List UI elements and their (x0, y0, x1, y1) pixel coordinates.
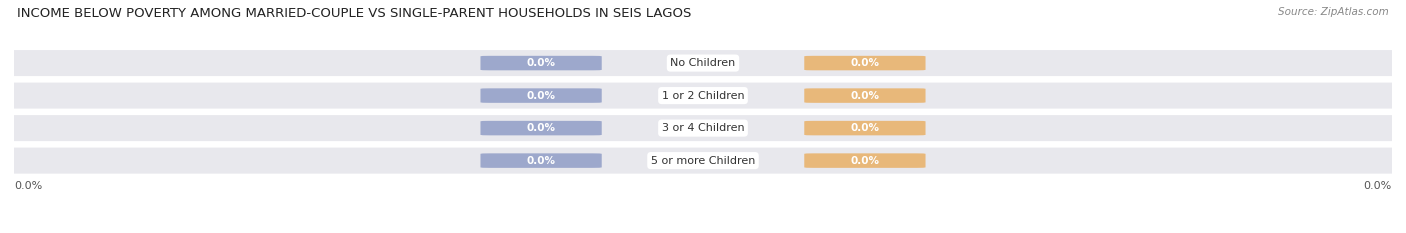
Text: 0.0%: 0.0% (1364, 181, 1392, 191)
FancyBboxPatch shape (804, 56, 925, 70)
FancyBboxPatch shape (804, 121, 925, 135)
FancyBboxPatch shape (7, 115, 1399, 141)
FancyBboxPatch shape (804, 88, 925, 103)
FancyBboxPatch shape (481, 121, 602, 135)
Text: 3 or 4 Children: 3 or 4 Children (662, 123, 744, 133)
FancyBboxPatch shape (481, 153, 602, 168)
FancyBboxPatch shape (7, 50, 1399, 76)
Text: 0.0%: 0.0% (851, 123, 879, 133)
FancyBboxPatch shape (481, 56, 602, 70)
FancyBboxPatch shape (481, 88, 602, 103)
Text: 5 or more Children: 5 or more Children (651, 156, 755, 166)
Text: 0.0%: 0.0% (851, 58, 879, 68)
Text: 0.0%: 0.0% (527, 156, 555, 166)
Text: 0.0%: 0.0% (527, 91, 555, 101)
Text: 0.0%: 0.0% (527, 58, 555, 68)
FancyBboxPatch shape (804, 153, 925, 168)
Text: 0.0%: 0.0% (851, 91, 879, 101)
Text: Source: ZipAtlas.com: Source: ZipAtlas.com (1278, 7, 1389, 17)
FancyBboxPatch shape (7, 147, 1399, 174)
Text: 0.0%: 0.0% (527, 123, 555, 133)
Text: 0.0%: 0.0% (14, 181, 42, 191)
FancyBboxPatch shape (7, 82, 1399, 109)
Text: 0.0%: 0.0% (851, 156, 879, 166)
Text: INCOME BELOW POVERTY AMONG MARRIED-COUPLE VS SINGLE-PARENT HOUSEHOLDS IN SEIS LA: INCOME BELOW POVERTY AMONG MARRIED-COUPL… (17, 7, 692, 20)
Text: 1 or 2 Children: 1 or 2 Children (662, 91, 744, 101)
Text: No Children: No Children (671, 58, 735, 68)
